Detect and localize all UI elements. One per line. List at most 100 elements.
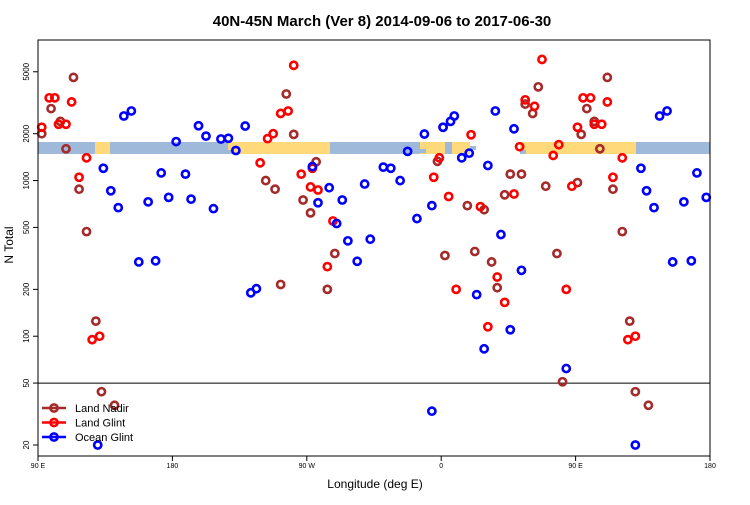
- ocean-glint-point: [105, 185, 116, 196]
- x-axis-label: Longitude (deg E): [327, 477, 422, 491]
- land-glint-point: [255, 157, 266, 168]
- land-nadir-point: [608, 184, 618, 195]
- ocean-glint-point: [482, 160, 493, 171]
- land-nadir-point: [499, 189, 510, 200]
- ocean-band: [110, 142, 228, 154]
- land-glint-point: [296, 169, 307, 180]
- land-band: [520, 142, 648, 154]
- land-nadir-point: [630, 386, 641, 397]
- legend-marker-land-nadir: [49, 403, 59, 413]
- land-glint-point: [572, 122, 583, 133]
- land-glint-point: [492, 272, 503, 282]
- land-glint-point: [585, 92, 596, 103]
- x-tick-label: 90 E: [31, 463, 46, 470]
- land-nadir-point: [270, 184, 280, 195]
- ocean-glint-point: [331, 218, 342, 229]
- legend: Land Nadir Land Glint Ocean Glint: [42, 403, 133, 444]
- land-nadir-point: [74, 184, 84, 195]
- ocean-glint-point: [133, 257, 144, 267]
- land-nadir-point: [68, 72, 79, 83]
- ocean-glint-point: [630, 440, 641, 450]
- ocean-band: [330, 142, 420, 154]
- legend-label-ocean-glint: Ocean Glint: [75, 432, 133, 444]
- land-nadir-point: [61, 143, 71, 154]
- legend-marker-land-glint: [49, 417, 59, 428]
- land-nadir-point: [557, 376, 568, 387]
- land-nadir-point: [322, 284, 333, 295]
- land-glint-point: [520, 94, 531, 105]
- coast-edge: [110, 150, 116, 154]
- ocean-glint-point: [412, 213, 422, 224]
- ocean-glint-point: [662, 106, 672, 116]
- land-nadir-point: [288, 129, 299, 140]
- ocean-glint-point: [456, 152, 467, 163]
- land-nadir-point: [516, 169, 527, 180]
- land-glint-point: [94, 331, 105, 342]
- ocean-glint-point: [678, 196, 689, 207]
- ocean-glint-point: [438, 122, 448, 133]
- land-nadir-point: [109, 400, 120, 411]
- legend-label-land-nadir: Land Nadir: [75, 403, 129, 415]
- coast-edge: [470, 146, 476, 150]
- land-nadir-point: [594, 143, 605, 154]
- ocean-glint-point: [92, 440, 103, 450]
- surface-band: [38, 142, 710, 154]
- land-glint-point: [596, 119, 607, 130]
- ocean-glint-point: [561, 363, 572, 374]
- ocean-glint-point: [223, 133, 234, 144]
- land-glint-point: [443, 191, 454, 202]
- land-glint-point: [475, 201, 486, 212]
- land-nadir-point: [552, 248, 562, 259]
- land-glint-point: [322, 261, 333, 272]
- ocean-glint-point: [143, 196, 154, 207]
- legend-label-land-glint: Land Glint: [75, 418, 125, 430]
- ocean-glint-point: [701, 192, 712, 203]
- ocean-glint-point: [193, 120, 204, 131]
- ocean-glint-point: [686, 255, 697, 266]
- land-glint-point: [548, 150, 559, 161]
- ocean-glint-point: [113, 202, 124, 213]
- land-glint-point: [499, 297, 510, 308]
- land-nadir-point: [81, 226, 92, 237]
- axis-ticks: 20 50 100 200 500 1000 2000 5000 90 E 180 90 W 0 90 …: [22, 62, 716, 470]
- legend-marker-ocean-glint: [49, 432, 59, 442]
- y-tick-label: 2000: [22, 124, 31, 142]
- land-glint-point: [602, 97, 613, 107]
- land-glint-point: [36, 122, 47, 133]
- ocean-glint-point: [395, 175, 406, 186]
- ocean-glint-point: [313, 197, 323, 208]
- land-nadir-point: [275, 279, 286, 290]
- x-tick-label: 0: [439, 463, 443, 470]
- ocean-glint-point: [419, 129, 430, 139]
- land-glint-point: [61, 119, 71, 130]
- land-glint-point: [617, 152, 628, 163]
- ocean-glint-point: [464, 148, 475, 159]
- ocean-glint-point: [201, 131, 211, 142]
- ocean-glint-point: [337, 195, 348, 205]
- land-nadir-point: [581, 103, 592, 114]
- ocean-glint-point: [156, 168, 167, 178]
- y-axis-label: N Total: [2, 226, 16, 263]
- land-nadir-point: [624, 316, 635, 327]
- ocean-glint-point: [186, 194, 196, 205]
- ocean-glint-point: [230, 145, 241, 156]
- ocean-glint-point: [251, 283, 262, 294]
- ocean-glint-point: [516, 265, 527, 276]
- ocean-glint-point: [342, 235, 353, 246]
- ocean-glint-point: [402, 146, 413, 157]
- land-glint-point: [622, 334, 633, 345]
- land-nadir-point: [469, 246, 480, 257]
- land-glint-point: [44, 92, 55, 103]
- land-glint-point: [566, 181, 577, 192]
- land-band: [415, 142, 470, 154]
- land-nadir-point: [440, 250, 450, 261]
- land-glint-point: [529, 101, 540, 112]
- y-tick-label: 100: [22, 329, 31, 343]
- land-glint-point: [434, 152, 445, 163]
- land-nadir-point: [602, 72, 613, 83]
- ocean-glint-point: [490, 106, 501, 116]
- ocean-glint-point: [449, 111, 460, 121]
- ocean-glint-point: [216, 134, 226, 144]
- coast-edge: [520, 150, 526, 154]
- land-glint-point: [87, 334, 98, 345]
